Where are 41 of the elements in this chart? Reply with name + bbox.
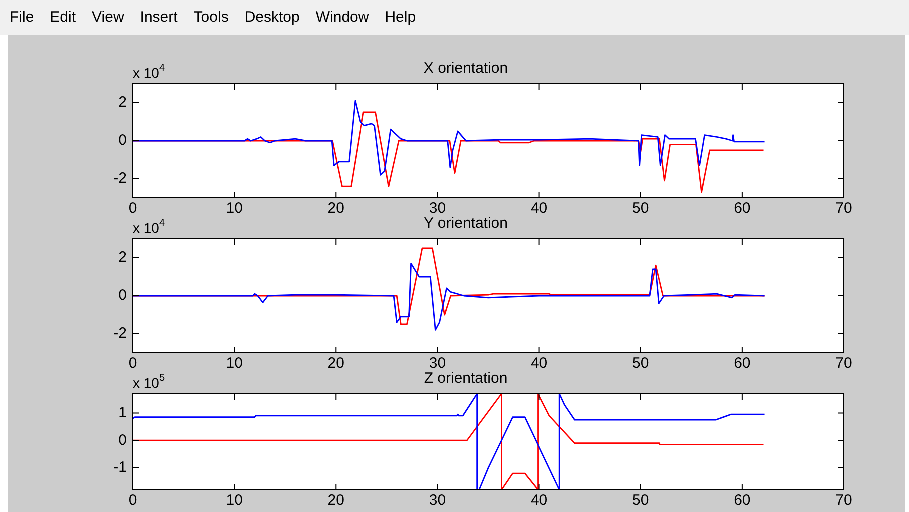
x-tick-label: 40 bbox=[530, 355, 548, 372]
y-tick-label: -2 bbox=[114, 325, 127, 342]
chart-title: Y orientation bbox=[424, 215, 508, 232]
x-tick-label: 50 bbox=[632, 492, 650, 510]
y-tick-label: 1 bbox=[118, 404, 127, 422]
x-tick-label: 20 bbox=[328, 492, 344, 510]
x-tick-label: 60 bbox=[734, 200, 751, 218]
x-tick-label: 70 bbox=[836, 355, 852, 372]
text: Window bbox=[316, 9, 370, 26]
x-tick-label: 10 bbox=[226, 492, 243, 510]
x-tick-label: 60 bbox=[734, 492, 751, 510]
x-tick-label: 70 bbox=[836, 492, 852, 510]
x-tick-label: 30 bbox=[429, 492, 446, 510]
x-tick-label: 10 bbox=[226, 355, 243, 372]
x-tick-label: 50 bbox=[632, 200, 650, 218]
y-tick-label: 2 bbox=[118, 249, 127, 266]
x-tick-label: 10 bbox=[226, 200, 243, 218]
y-tick-label: 2 bbox=[118, 94, 127, 112]
y-tick-label: 0 bbox=[118, 287, 127, 304]
text: Insert bbox=[140, 9, 178, 26]
y-tick-label: -1 bbox=[114, 459, 127, 476]
x-tick-label: 40 bbox=[530, 492, 548, 510]
x-tick-label: 60 bbox=[734, 355, 751, 372]
chart-title: Z orientation bbox=[424, 370, 508, 388]
text: Edit bbox=[50, 9, 76, 26]
x-tick-label: 30 bbox=[429, 200, 446, 218]
text: File bbox=[10, 9, 34, 26]
x-tick-label: 50 bbox=[632, 355, 650, 372]
text: View bbox=[92, 9, 124, 26]
text: Desktop bbox=[244, 9, 300, 26]
y-tick-label: 0 bbox=[118, 132, 127, 150]
x-tick-label: 70 bbox=[836, 200, 852, 218]
text: Tools bbox=[194, 9, 229, 26]
text: Help bbox=[385, 9, 416, 26]
x-tick-label: 40 bbox=[530, 200, 548, 218]
chart-title: X orientation bbox=[424, 60, 508, 78]
y-tick-label: -2 bbox=[114, 170, 127, 188]
y-tick-label: 0 bbox=[118, 432, 127, 449]
x-tick-label: 20 bbox=[328, 200, 344, 218]
x-tick-label: 20 bbox=[328, 355, 344, 372]
x-tick-label: 30 bbox=[429, 355, 446, 372]
